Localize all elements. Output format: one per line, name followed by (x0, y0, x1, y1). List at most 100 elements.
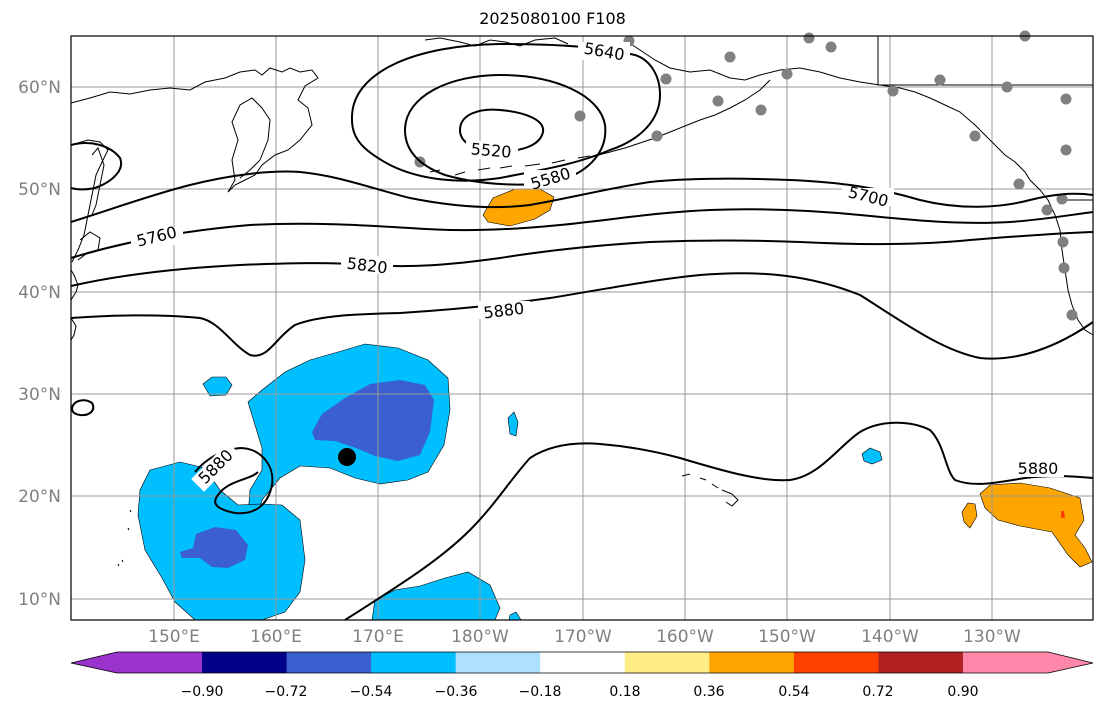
station-marker (712, 95, 724, 107)
contour-label-5880-north: 5880 (482, 299, 525, 323)
station-marker (724, 51, 736, 63)
station-marker (887, 85, 899, 97)
lat-label-20n: 20°N (18, 487, 61, 507)
coastline-alaska-sw (624, 39, 996, 146)
lon-label-150w: 150°W (758, 627, 816, 647)
lon-label-130w: 130°W (963, 627, 1021, 647)
colorbar-segment (709, 652, 795, 673)
contour-5880-west-loop-line (194, 446, 274, 515)
negative-region-small-1 (202, 376, 233, 397)
station-marker (1060, 144, 1072, 156)
colorbar-segment (793, 652, 879, 673)
contour-5700-line (70, 170, 1094, 223)
lat-label-10n: 10°N (18, 590, 61, 610)
station-marker (934, 74, 946, 86)
coastline-kamchatka (227, 97, 271, 193)
negative-core-west (180, 527, 248, 568)
coastline-canada-west (994, 144, 1094, 336)
colorbar-segment (371, 652, 457, 673)
colorbar-segment (624, 652, 710, 673)
station-marker (1041, 204, 1053, 216)
lon-label-150e: 150°E (148, 627, 200, 647)
station-markers (414, 30, 1078, 321)
contour-5760-line (70, 208, 1094, 259)
colorbar-segment (117, 652, 202, 673)
coastline-alaska-west (424, 37, 569, 47)
height-contours (70, 42, 1094, 621)
station-marker (1056, 193, 1068, 205)
storm-center-marker (338, 448, 356, 466)
contour-northwest-arc-line (70, 142, 123, 191)
negative-region-small-2 (507, 411, 519, 437)
colorbar-outline (70, 651, 1094, 674)
colorbar-segment (455, 652, 541, 673)
shaded-anomaly-fields (137, 188, 1093, 621)
colorbar-tick-label: 0.90 (947, 684, 978, 700)
contour-label-5520: 5520 (470, 139, 512, 161)
positive-region-east-small (961, 502, 978, 529)
coastline-honshu-south (70, 317, 77, 341)
coastline-alaska-peninsula (594, 79, 771, 157)
colorbar-segment (878, 652, 964, 673)
positive-region-east (979, 482, 1093, 568)
lat-label-60n: 60°N (18, 78, 61, 98)
station-marker (1060, 93, 1072, 105)
contour-label-5700: 5700 (846, 182, 890, 210)
colorbar: −0.90 −0.72 −0.54 −0.36 −0.18 0.18 0.36 … (70, 651, 1094, 700)
colorbar-tick-labels: −0.90 −0.72 −0.54 −0.36 −0.18 0.18 0.36 … (181, 684, 979, 700)
station-marker (1057, 236, 1069, 248)
contour-label-5880-east: 5880 (1018, 459, 1059, 478)
colorbar-tick-label: 0.54 (778, 684, 809, 700)
station-marker (651, 130, 663, 142)
contour-5580-line (403, 73, 607, 186)
colorbar-extension-low (71, 652, 117, 673)
lon-label-170e: 170°E (352, 627, 404, 647)
colorbar-tick-label: −0.72 (265, 684, 308, 700)
colorbar-tick-label: −0.36 (435, 684, 478, 700)
colorbar-segment (286, 652, 372, 673)
contour-5640-line (350, 42, 662, 182)
longitude-labels: 150°E 160°E 170°E 180°W 170°W 160°W 150°… (148, 627, 1021, 647)
colorbar-tick-label: −0.18 (519, 684, 562, 700)
coastline-hawaii (681, 473, 739, 507)
colorbar-tick-label: 0.36 (693, 684, 724, 700)
contour-label-5820: 5820 (346, 254, 389, 278)
gridlines (71, 36, 1093, 620)
coastline-yukon-border (877, 36, 1093, 86)
colorbar-segments (71, 652, 1093, 673)
lon-label-170w: 170°W (554, 627, 612, 647)
map-title: 2025080100 F108 (479, 9, 626, 28)
positive-core-east (1061, 511, 1065, 518)
contour-label-5760: 5760 (135, 222, 179, 250)
lon-label-160w: 160°W (656, 627, 714, 647)
station-marker (1001, 81, 1013, 93)
map-frame (70, 35, 1094, 621)
lon-label-180w: 180°W (451, 627, 509, 647)
colorbar-segment (540, 652, 626, 673)
station-marker (660, 73, 672, 85)
colorbar-tick-label: −0.54 (350, 684, 393, 700)
station-marker (781, 68, 793, 80)
latitude-labels: 60°N 50°N 40°N 30°N 20°N 10°N (18, 78, 61, 610)
station-marker (803, 32, 815, 44)
contour-5880-west-small-line (70, 399, 95, 417)
station-marker (1058, 262, 1070, 274)
negative-region-small-3 (861, 447, 883, 465)
lat-label-30n: 30°N (18, 385, 61, 405)
colorbar-segment (202, 652, 288, 673)
station-marker (1066, 309, 1078, 321)
coastline-sakhalin (91, 147, 105, 216)
coastline-small-islands-west (117, 509, 132, 567)
lon-label-140w: 140°W (861, 627, 919, 647)
negative-region-south (371, 571, 501, 621)
negative-core-central (312, 380, 434, 461)
coastline-siberia (70, 67, 319, 193)
lat-label-40n: 40°N (18, 283, 61, 303)
station-marker (1013, 178, 1025, 190)
station-marker (574, 110, 586, 122)
colorbar-extension-high (1048, 652, 1093, 673)
coastlines (70, 36, 1094, 567)
colorbar-tick-label: 0.18 (609, 684, 640, 700)
lon-label-160e: 160°E (250, 627, 302, 647)
